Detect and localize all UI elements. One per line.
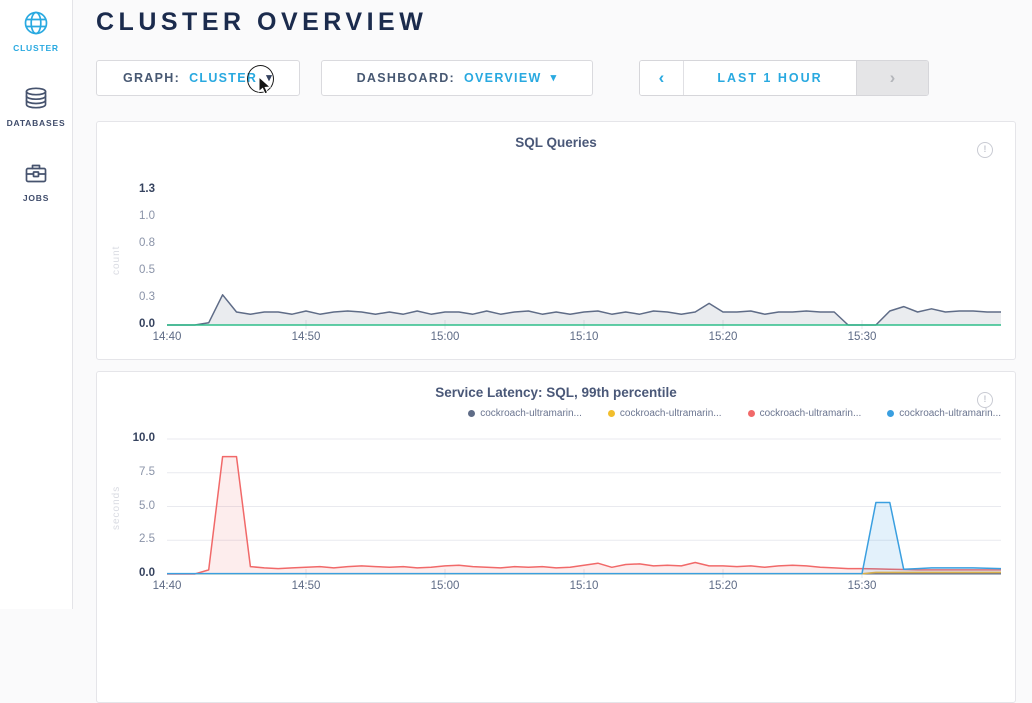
legend-item[interactable]: cockroach-ultramarin... [747,408,862,419]
chart-plot-area[interactable] [167,437,1001,579]
x-axis-tick: 15:00 [430,331,460,343]
graph-dropdown-value: CLUSTER [189,71,258,85]
graph-dropdown-label: GRAPH: [122,71,181,85]
globe-icon [24,11,48,35]
sidebar-item-label: DATABASES [6,118,66,128]
x-axis-tick: 15:10 [569,331,599,343]
legend-dot-icon [887,410,895,417]
time-range-label[interactable]: LAST 1 HOUR [717,71,823,85]
legend-dot-icon [468,410,476,417]
sidebar-item-label: JOBS [22,193,50,203]
chart-legend: cockroach-ultramarin... cockroach-ultrama… [167,408,1001,419]
x-axis-tick: 15:30 [847,331,877,343]
sidebar-item-databases[interactable]: DATABASES [0,85,72,128]
time-prev-button[interactable]: ‹ [640,61,684,95]
database-icon [25,87,47,109]
legend-label: cockroach-ultramarin... [759,408,862,419]
sidebar-item-jobs[interactable]: JOBS [0,160,72,203]
dashboard-dropdown-label: DASHBOARD: [356,71,456,85]
chart-panel-sql-queries: SQL Queries ! count 0.0 0.3 0.5 0.8 1.0 1.3 1… [96,121,1016,360]
x-axis-tick: 15:30 [847,580,877,592]
info-icon[interactable]: ! [977,392,993,408]
time-range-selector: ‹ LAST 1 HOUR › [639,60,929,96]
toolbar: GRAPH: CLUSTER ▾ DASHBOARD: OVERVIEW ▾ ‹… [96,60,929,96]
mouse-cursor [258,76,272,95]
y-axis-tick: 2.5 [139,533,155,546]
legend-label: cockroach-ultramarin... [480,408,582,419]
x-axis-tick: 15:10 [569,580,599,592]
sidebar: CLUSTER DATABASES JOBS [0,0,73,609]
time-next-button[interactable]: › [856,61,928,95]
x-axis-tick: 15:00 [430,580,460,592]
legend-label: cockroach-ultramarin... [619,408,722,419]
x-axis-tick: 15:20 [708,580,738,592]
legend-item[interactable]: cockroach-ultramarin... [468,408,582,419]
y-axis-tick: 0.5 [139,264,155,276]
y-axis-tick: 1.0 [139,210,155,222]
click-indicator-circle [247,65,274,93]
legend-label: cockroach-ultramarin... [899,408,1001,419]
chevron-down-icon: ▾ [550,71,558,84]
x-axis-tick: 14:50 [291,331,321,343]
y-axis-tick: 0.0 [139,567,155,579]
chart-title: Service Latency: SQL, 99th percentile [435,385,677,400]
y-axis-tick: 0.3 [139,291,155,303]
chart-plot-area[interactable] [167,188,1001,330]
legend-item[interactable]: cockroach-ultramarin... [607,408,722,419]
y-axis-tick: 10.0 [132,432,155,444]
sidebar-item-cluster[interactable]: CLUSTER [0,10,72,53]
page-title: CLUSTER OVERVIEW [96,8,428,36]
y-axis-tick: 0.0 [139,318,155,330]
chart-title: SQL Queries [515,135,597,150]
x-axis-tick: 15:20 [708,331,738,343]
y-axis-tick: 1.3 [139,183,155,195]
legend-dot-icon [607,410,615,417]
dashboard-dropdown-value: OVERVIEW [464,71,542,85]
x-axis-tick: 14:40 [152,580,182,592]
info-icon[interactable]: ! [977,142,993,158]
y-axis-tick: 0.8 [139,237,155,249]
x-axis-tick: 14:40 [152,331,182,343]
legend-dot-icon [747,410,755,417]
dashboard-dropdown[interactable]: DASHBOARD: OVERVIEW ▾ [321,60,593,96]
chart-panel-service-latency: Service Latency: SQL, 99th percentile ! … [96,371,1016,703]
sidebar-item-label: CLUSTER [13,43,59,53]
y-axis-tick: 7.5 [139,465,155,478]
briefcase-icon [25,164,47,183]
x-axis-tick: 14:50 [291,580,321,592]
legend-item[interactable]: cockroach-ultramarin... [887,408,1001,419]
y-axis-tick: 5.0 [139,499,155,512]
